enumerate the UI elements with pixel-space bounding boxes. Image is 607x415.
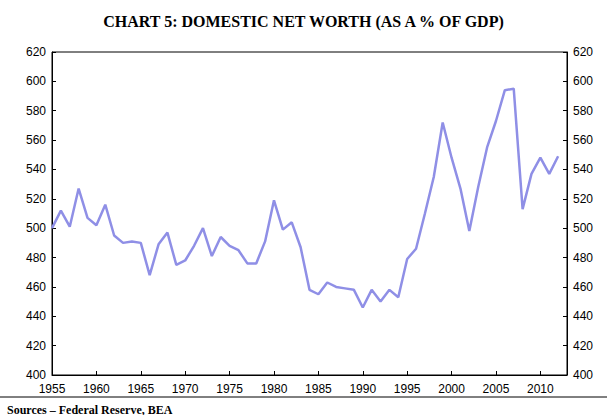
svg-text:560: 560	[26, 133, 46, 147]
svg-text:1995: 1995	[394, 382, 421, 396]
svg-text:620: 620	[573, 45, 593, 59]
svg-text:560: 560	[573, 133, 593, 147]
svg-text:520: 520	[573, 192, 593, 206]
svg-text:420: 420	[573, 339, 593, 353]
svg-text:460: 460	[573, 280, 593, 294]
svg-text:480: 480	[573, 251, 593, 265]
svg-text:460: 460	[26, 280, 46, 294]
svg-text:500: 500	[573, 221, 593, 235]
svg-text:440: 440	[26, 309, 46, 323]
svg-text:500: 500	[26, 221, 46, 235]
svg-text:1985: 1985	[305, 382, 332, 396]
svg-text:600: 600	[26, 74, 46, 88]
svg-text:2010: 2010	[527, 382, 554, 396]
svg-text:2000: 2000	[438, 382, 465, 396]
svg-text:1960: 1960	[83, 382, 110, 396]
svg-text:580: 580	[573, 104, 593, 118]
svg-text:400: 400	[573, 368, 593, 382]
svg-text:1990: 1990	[349, 382, 376, 396]
svg-text:420: 420	[26, 339, 46, 353]
svg-text:480: 480	[26, 251, 46, 265]
svg-text:600: 600	[573, 74, 593, 88]
svg-text:1965: 1965	[127, 382, 154, 396]
svg-text:620: 620	[26, 45, 46, 59]
svg-text:CHART 5: DOMESTIC NET WORTH (A: CHART 5: DOMESTIC NET WORTH (AS A % OF G…	[103, 13, 504, 31]
svg-text:580: 580	[26, 104, 46, 118]
svg-text:400: 400	[26, 368, 46, 382]
svg-text:520: 520	[26, 192, 46, 206]
svg-text:440: 440	[573, 309, 593, 323]
svg-text:1970: 1970	[172, 382, 199, 396]
svg-text:1980: 1980	[261, 382, 288, 396]
svg-text:540: 540	[26, 162, 46, 176]
svg-text:Sources – Federal Reserve, BEA: Sources – Federal Reserve, BEA	[7, 403, 173, 415]
svg-text:1955: 1955	[39, 382, 66, 396]
svg-text:1975: 1975	[216, 382, 243, 396]
svg-text:540: 540	[573, 162, 593, 176]
svg-text:2005: 2005	[483, 382, 510, 396]
